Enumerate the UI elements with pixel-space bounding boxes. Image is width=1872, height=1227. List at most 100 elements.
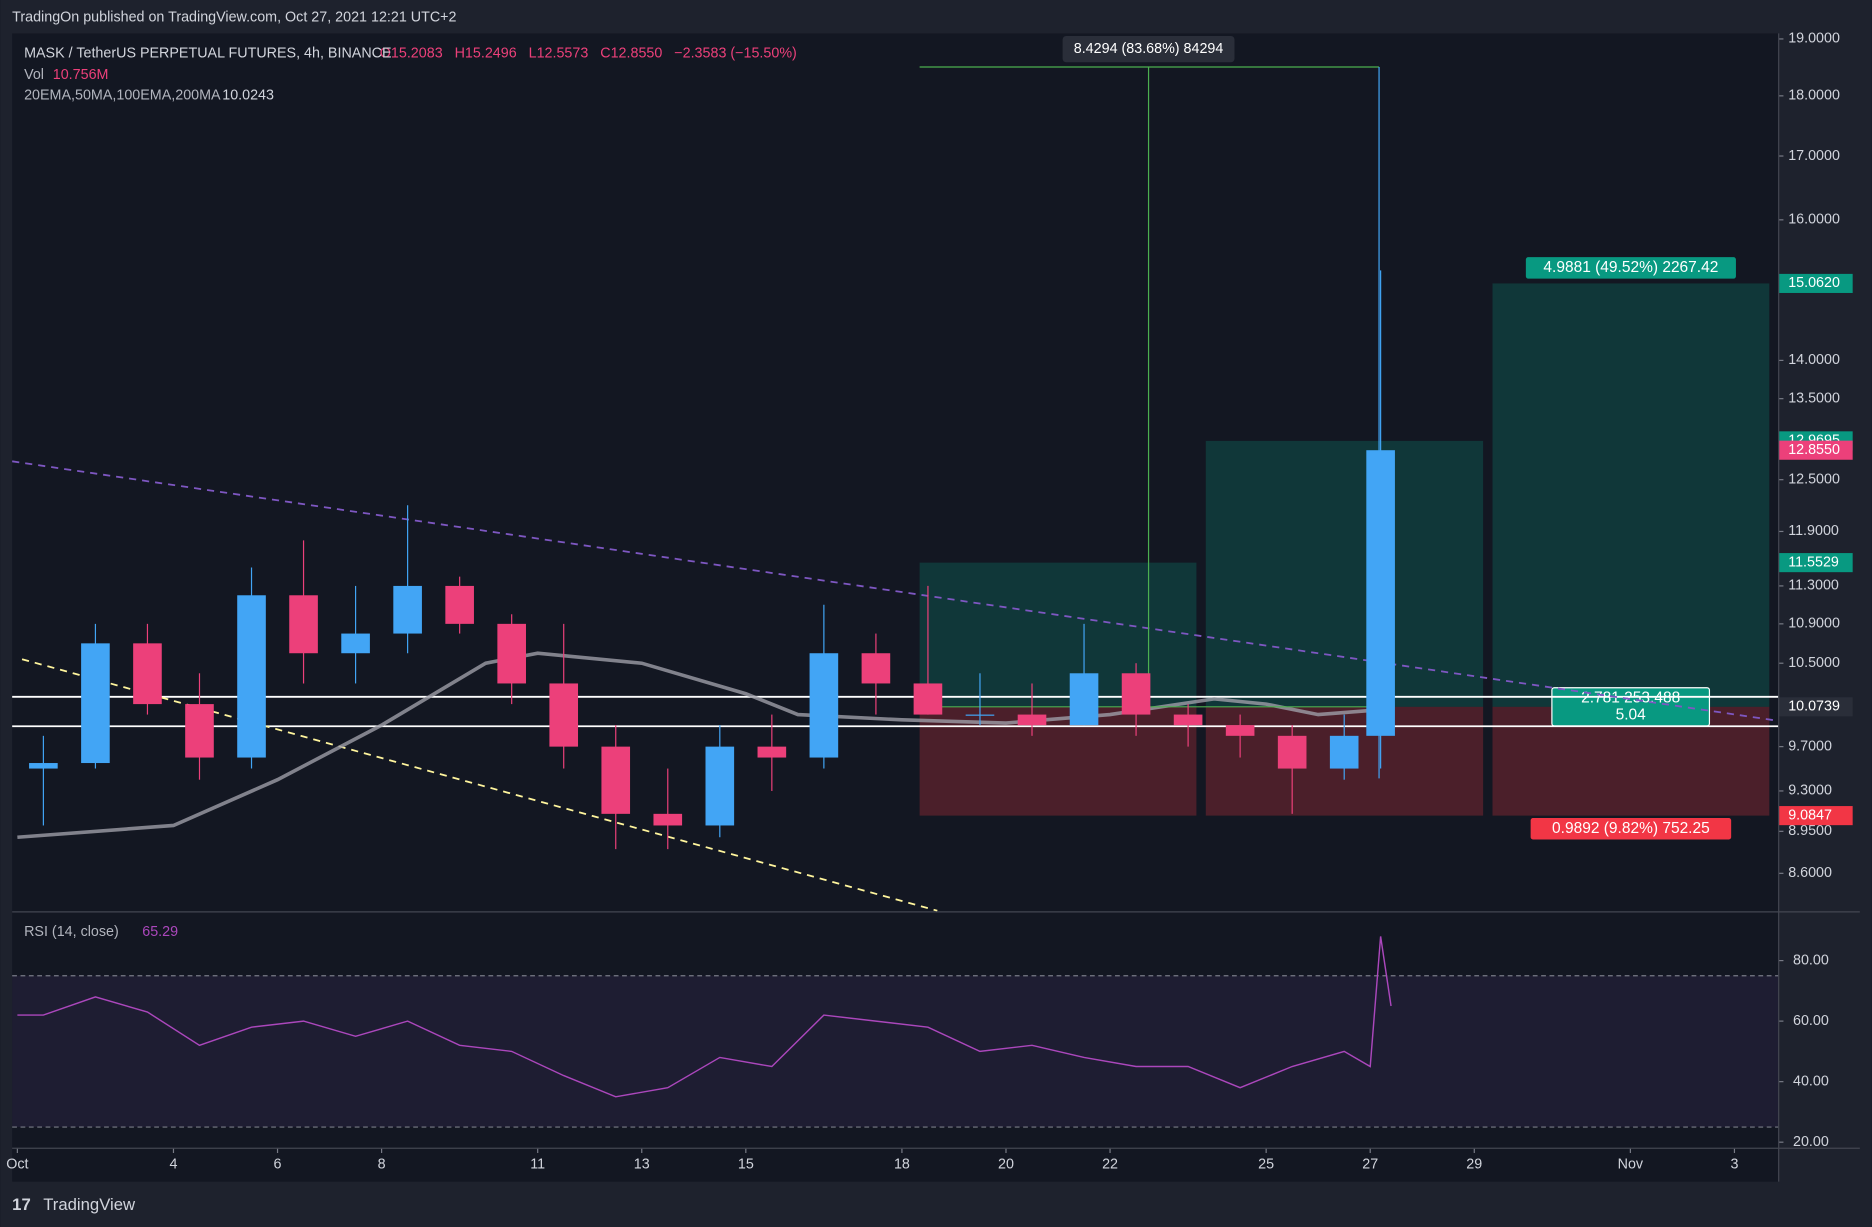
x-tick-label: 20 <box>998 1157 1014 1173</box>
candle-body <box>185 704 214 758</box>
target-label: 4.9881 (49.52%) 2267.42 <box>1543 259 1718 276</box>
candle-body <box>809 653 839 758</box>
x-tick-label: 22 <box>1102 1157 1118 1173</box>
y-tick-label: 10.9000 <box>1788 616 1840 632</box>
y-tick-label: 16.0000 <box>1788 212 1840 228</box>
volume-label: Vol <box>24 67 44 83</box>
rsi-value: 65.29 <box>142 924 178 940</box>
x-tick-label: 18 <box>894 1157 910 1173</box>
measure-label: 8.4294 (83.68%) 84294 <box>1074 41 1224 57</box>
ma-label: 20EMA,50MA,100EMA,200MA <box>24 87 221 103</box>
y-tick-label: 13.5000 <box>1788 390 1840 406</box>
x-tick-label: 8 <box>378 1157 386 1173</box>
candle-body <box>1277 735 1307 769</box>
brand-logo: 17 <box>12 1195 31 1214</box>
price-label-bg <box>1778 806 1853 826</box>
price-label-bg <box>1778 440 1853 460</box>
x-tick-label: 25 <box>1258 1157 1274 1173</box>
candle-body <box>133 643 162 705</box>
candle-body <box>445 585 474 624</box>
position-profit <box>1492 283 1770 707</box>
candle-body <box>29 763 58 769</box>
rsi-tick-label: 20.00 <box>1793 1134 1829 1150</box>
candle-body <box>289 595 318 654</box>
price-label-bg <box>1778 553 1853 573</box>
x-tick-label: Nov <box>1618 1157 1644 1173</box>
y-tick-label: 10.5000 <box>1788 655 1840 671</box>
rsi-label: RSI (14, close) <box>24 924 119 940</box>
label-bg <box>1525 257 1736 279</box>
price-label: 12.8550 <box>1788 442 1840 458</box>
x-tick-label: 29 <box>1466 1157 1482 1173</box>
y-tick-label: 9.3000 <box>1788 783 1832 799</box>
stop-label: 0.9892 (9.82%) 752.25 <box>1552 820 1710 837</box>
candle-body <box>861 653 891 684</box>
y-tick-label: 8.6000 <box>1788 865 1832 881</box>
candle-body <box>1329 735 1359 769</box>
y-tick-label: 19.0000 <box>1788 31 1840 47</box>
candle-body <box>913 683 943 715</box>
ohlc-value: −2.3583 (−15.50%) <box>674 45 797 61</box>
y-tick-label: 11.9000 <box>1788 523 1839 539</box>
position-profit <box>919 562 1197 707</box>
candle-body <box>81 643 110 764</box>
y-tick-label: 11.3000 <box>1788 578 1839 594</box>
volume-value: 10.756M <box>53 67 109 83</box>
price-label: 10.0739 <box>1788 699 1840 715</box>
label-bg <box>1530 817 1732 840</box>
publisher: TradingOn published on TradingView.com, … <box>12 10 456 26</box>
ma-value: 10.0243 <box>222 87 274 103</box>
candle-body <box>705 746 735 826</box>
position-loss <box>919 706 1197 816</box>
candle-body <box>1366 450 1395 736</box>
ohlc-value: H15.2496 <box>455 45 517 61</box>
y-tick-label: 14.0000 <box>1788 352 1840 368</box>
x-tick-label: 27 <box>1362 1157 1378 1173</box>
y-tick-label: 18.0000 <box>1788 88 1840 104</box>
price-label-bg <box>1778 697 1853 717</box>
candle-body <box>1069 673 1099 726</box>
candle-body <box>653 813 683 826</box>
candle-body <box>497 623 526 684</box>
candle-body <box>1173 714 1203 726</box>
candle-body <box>601 746 631 814</box>
brand: TradingView <box>43 1195 136 1214</box>
moving-average <box>17 651 1386 840</box>
ohlc-value: L12.5573 <box>529 45 589 61</box>
y-tick-label: 8.9500 <box>1788 823 1832 839</box>
candle-body <box>965 714 995 716</box>
x-tick-label: 15 <box>738 1157 754 1173</box>
candle-body <box>549 683 579 747</box>
price-label-bg <box>1778 273 1853 293</box>
x-tick-label: 11 <box>530 1157 545 1173</box>
price-label: 11.5529 <box>1788 554 1839 570</box>
candle-body <box>1225 725 1255 736</box>
trendline <box>21 658 938 912</box>
ohlc-value: O15.2083 <box>380 45 443 61</box>
x-tick-label: 3 <box>1730 1157 1738 1173</box>
rsi-band <box>12 975 1779 1128</box>
candle-body <box>1017 714 1047 726</box>
candle-body <box>757 746 787 758</box>
chart-title: MASK / TetherUS PERPETUAL FUTURES, 4h, B… <box>24 45 391 61</box>
x-tick-label: 13 <box>634 1157 650 1173</box>
label-bg <box>1062 35 1235 63</box>
price-label: 9.0847 <box>1788 807 1832 823</box>
x-tick-label: Oct <box>6 1157 28 1173</box>
rsi-tick-label: 80.00 <box>1793 952 1829 968</box>
rsi-tick-label: 60.00 <box>1793 1013 1829 1029</box>
trendline <box>12 460 1779 722</box>
x-tick-label: 6 <box>274 1157 282 1173</box>
price-label: 15.0620 <box>1788 275 1840 291</box>
position-profit <box>1205 440 1484 707</box>
ohlc-value: C12.8550 <box>600 45 662 61</box>
candle-body <box>237 595 266 758</box>
candle-body <box>1121 673 1151 715</box>
y-tick-label: 9.7000 <box>1788 738 1832 754</box>
rsi-line <box>17 936 1392 1098</box>
ratio-label: 5.04 <box>1616 706 1647 723</box>
y-tick-label: 12.5000 <box>1788 471 1840 487</box>
y-tick-label: 17.0000 <box>1788 148 1840 164</box>
x-tick-label: 4 <box>169 1157 177 1173</box>
